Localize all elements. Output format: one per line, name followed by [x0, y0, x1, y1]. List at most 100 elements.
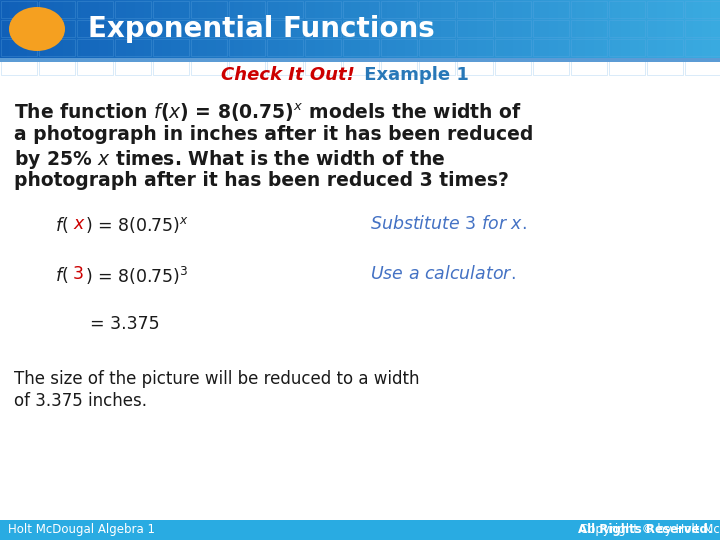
Bar: [117, 0, 127, 58]
Bar: [0, 62, 720, 540]
Bar: [72, 0, 82, 58]
Bar: [495, 39, 531, 56]
Bar: [267, 39, 303, 56]
Bar: [468, 0, 478, 58]
Bar: [305, 20, 341, 37]
Bar: [533, 1, 569, 18]
Bar: [333, 0, 343, 58]
Bar: [234, 0, 244, 58]
Text: $\mathit{f}$(: $\mathit{f}$(: [55, 265, 68, 285]
Bar: [495, 0, 505, 58]
Bar: [685, 20, 720, 37]
Bar: [457, 20, 493, 37]
Bar: [54, 0, 64, 58]
Bar: [77, 1, 113, 18]
Bar: [0, 0, 10, 58]
Bar: [1, 1, 37, 18]
Bar: [609, 58, 645, 75]
Bar: [225, 0, 235, 58]
Bar: [369, 0, 379, 58]
Bar: [343, 20, 379, 37]
Bar: [305, 58, 341, 75]
Text: Exponential Functions: Exponential Functions: [88, 15, 435, 43]
Bar: [486, 0, 496, 58]
Bar: [457, 1, 493, 18]
Text: $\mathit{Use\ a\ calculator.}$: $\mathit{Use\ a\ calculator.}$: [370, 265, 516, 283]
Bar: [533, 20, 569, 37]
Bar: [77, 58, 113, 75]
Text: $\mathit{Substitute\ 3\ for\ x.}$: $\mathit{Substitute\ 3\ for\ x.}$: [370, 215, 527, 233]
Bar: [108, 0, 118, 58]
Bar: [432, 0, 442, 58]
Bar: [115, 1, 151, 18]
Bar: [647, 1, 683, 18]
Bar: [229, 39, 265, 56]
Bar: [419, 1, 455, 18]
Text: $\mathit{x}$: $\mathit{x}$: [73, 215, 86, 233]
Bar: [191, 20, 227, 37]
Bar: [144, 0, 154, 58]
Bar: [603, 0, 613, 58]
Bar: [343, 58, 379, 75]
Bar: [39, 20, 75, 37]
Bar: [609, 1, 645, 18]
Bar: [229, 20, 265, 37]
Bar: [115, 39, 151, 56]
Bar: [207, 0, 217, 58]
Bar: [270, 0, 280, 58]
Bar: [153, 1, 189, 18]
Text: photograph after it has been reduced 3 times?: photograph after it has been reduced 3 t…: [14, 171, 509, 190]
Bar: [612, 0, 622, 58]
Bar: [39, 39, 75, 56]
Bar: [630, 0, 640, 58]
Text: Check It Out!: Check It Out!: [221, 66, 355, 84]
Bar: [191, 58, 227, 75]
Bar: [711, 0, 720, 58]
Bar: [81, 0, 91, 58]
Bar: [180, 0, 190, 58]
Bar: [666, 0, 676, 58]
Bar: [99, 0, 109, 58]
Bar: [77, 20, 113, 37]
Bar: [252, 0, 262, 58]
Bar: [126, 0, 136, 58]
Bar: [306, 0, 316, 58]
Bar: [0, 520, 720, 540]
Bar: [9, 0, 19, 58]
Bar: [558, 0, 568, 58]
Bar: [243, 0, 253, 58]
Bar: [198, 0, 208, 58]
Bar: [216, 0, 226, 58]
Text: Example 1: Example 1: [358, 66, 469, 84]
Ellipse shape: [9, 7, 65, 51]
Bar: [477, 0, 487, 58]
Text: The function $\mathit{f}$($\mathit{x}$) = 8(0.75)$^{\mathit{x}}$ models the widt: The function $\mathit{f}$($\mathit{x}$) …: [14, 102, 522, 124]
Bar: [36, 0, 46, 58]
Bar: [571, 1, 607, 18]
Bar: [229, 58, 265, 75]
Text: Holt McDougal Algebra 1: Holt McDougal Algebra 1: [8, 523, 155, 537]
Bar: [115, 58, 151, 75]
Bar: [513, 0, 523, 58]
Bar: [378, 0, 388, 58]
Text: a photograph in inches after it has been reduced: a photograph in inches after it has been…: [14, 125, 534, 144]
Bar: [396, 0, 406, 58]
Bar: [647, 20, 683, 37]
Bar: [504, 0, 514, 58]
Bar: [685, 58, 720, 75]
Bar: [647, 39, 683, 56]
Bar: [459, 0, 469, 58]
Bar: [423, 0, 433, 58]
Bar: [343, 39, 379, 56]
Bar: [621, 0, 631, 58]
Bar: [39, 58, 75, 75]
Text: by 25% $\mathit{x}$ times. What is the width of the: by 25% $\mathit{x}$ times. What is the w…: [14, 148, 445, 171]
Bar: [360, 0, 370, 58]
Bar: [153, 58, 189, 75]
Bar: [609, 39, 645, 56]
Text: Copyright © by Holt Mc Dougal.: Copyright © by Holt Mc Dougal.: [580, 523, 720, 537]
Bar: [441, 0, 451, 58]
Bar: [288, 0, 298, 58]
Text: All Rights Reserved.: All Rights Reserved.: [577, 523, 712, 537]
Bar: [571, 58, 607, 75]
